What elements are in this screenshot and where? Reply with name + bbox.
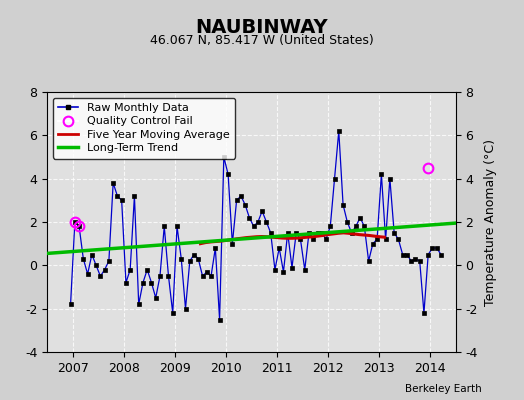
Text: 46.067 N, 85.417 W (United States): 46.067 N, 85.417 W (United States)	[150, 34, 374, 47]
Text: Berkeley Earth: Berkeley Earth	[406, 384, 482, 394]
Text: NAUBINWAY: NAUBINWAY	[195, 18, 329, 37]
Y-axis label: Temperature Anomaly (°C): Temperature Anomaly (°C)	[484, 138, 497, 306]
Legend: Raw Monthly Data, Quality Control Fail, Five Year Moving Average, Long-Term Tren: Raw Monthly Data, Quality Control Fail, …	[53, 98, 235, 159]
